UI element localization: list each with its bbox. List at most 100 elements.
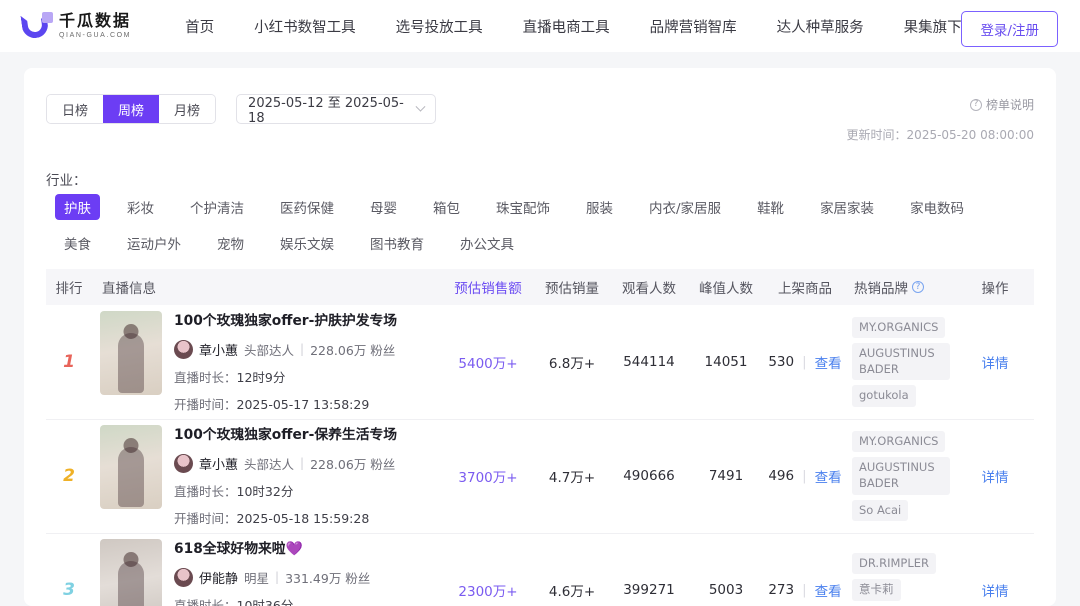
cell-action: 详情 <box>956 533 1034 606</box>
live-thumbnail[interactable] <box>100 539 162 606</box>
industry-item-jewelry[interactable]: 珠宝配饰 <box>496 201 550 217</box>
industry-item-shoes[interactable]: 鞋靴 <box>757 201 785 217</box>
industry-item-food[interactable]: 美食 <box>64 237 91 253</box>
nav-item-brand-marketing[interactable]: 品牌营销智库 <box>649 19 737 36</box>
live-duration: 直播时长：10时36分 <box>174 595 370 606</box>
column-header-est-sales[interactable]: 预估销售额 <box>442 269 534 305</box>
industry-item-underwear[interactable]: 内衣/家居服 <box>649 201 722 217</box>
cell-est-sales: 2300万+ <box>458 584 518 600</box>
update-time: 更新时间：2025-05-20 08:00:00 <box>847 126 1034 143</box>
ranking-meta: ? 榜单说明 更新时间：2025-05-20 08:00:00 <box>847 94 1034 143</box>
cell-peak: 14051 <box>704 353 748 370</box>
live-title[interactable]: 618全球好物来啦💜 <box>174 541 303 558</box>
nav-item-selection-tools[interactable]: 选号投放工具 <box>395 19 483 36</box>
brand-tag[interactable]: AUGUSTINUS BADER <box>852 343 950 381</box>
qiangua-logo-icon <box>20 11 53 41</box>
cell-viewers: 399271 <box>623 582 675 598</box>
nav-item-home[interactable]: 首页 <box>185 19 215 36</box>
login-register-button[interactable]: 登录/注册 <box>961 11 1058 47</box>
live-duration-value: 12时9分 <box>236 369 286 385</box>
cell-viewers: 490666 <box>623 468 675 484</box>
brand-tag[interactable]: MY.ORGANICS <box>852 316 946 339</box>
nav-item-guoji-group[interactable]: 果集旗下 <box>884 16 994 37</box>
industry-item-health[interactable]: 医药保健 <box>280 201 334 217</box>
question-circle-icon[interactable]: ? <box>912 281 924 293</box>
live-start-time: 开播时间：2025-05-17 13:58:29 <box>174 394 397 413</box>
industry-item-entertainment[interactable]: 娱乐文娱 <box>280 237 334 253</box>
industry-item-pets[interactable]: 宠物 <box>217 237 244 253</box>
nav-item-xiaohongshu-tools[interactable]: 小红书数智工具 <box>254 19 356 36</box>
filter-toolbar: 日榜 周榜 月榜 2025-05-12 至 2025-05-18 ? 榜单说明 … <box>46 94 1034 143</box>
cell-goods: 530 | 查看 <box>764 305 846 419</box>
brand-tag[interactable]: gotukola <box>852 385 916 407</box>
nav-item-live-ecommerce-tools[interactable]: 直播电商工具 <box>522 19 610 36</box>
industry-item-maternal[interactable]: 母婴 <box>370 201 397 217</box>
view-goods-link[interactable]: 查看 <box>814 355 842 372</box>
tab-daily[interactable]: 日榜 <box>47 95 104 123</box>
cell-goods: 496 | 查看 <box>764 419 846 533</box>
live-duration-label: 直播时长： <box>174 369 237 385</box>
author-line: 章小蕙 头部达人 | 228.06万 粉丝 <box>174 453 397 473</box>
brand-tag[interactable]: 意卡莉 <box>852 579 901 601</box>
live-start-label: 开播时间： <box>174 510 237 526</box>
cell-rank: 2 <box>46 419 92 533</box>
column-header-live-info: 直播信息 <box>92 269 442 305</box>
ranking-explain-label: 榜单说明 <box>985 98 1034 112</box>
column-header-hot-brands-label: 热销品牌 <box>854 281 908 297</box>
tab-weekly[interactable]: 周榜 <box>103 95 160 123</box>
rank-badge: 3 <box>63 580 75 600</box>
brand-tag[interactable]: DR.RIMPLER <box>852 552 936 575</box>
period-tab-group: 日榜 周榜 月榜 <box>46 94 217 124</box>
live-thumbnail[interactable] <box>100 425 162 510</box>
logo-text-en: QIAN-GUA.COM <box>59 32 132 39</box>
date-range-picker[interactable]: 2025-05-12 至 2025-05-18 <box>236 94 437 126</box>
column-header-listed-goods[interactable]: 上架商品 <box>764 269 846 305</box>
brand-tag[interactable]: MY.ORGANICS <box>852 430 946 453</box>
industry-item-personal-care[interactable]: 个护清洁 <box>190 201 244 217</box>
table-row: 1 100个玫瑰独家offer-护肤护发专场 章小蕙 头部达人 <box>46 305 1034 419</box>
industry-item-apparel[interactable]: 服装 <box>586 201 613 217</box>
column-header-viewers[interactable]: 观看人数 <box>610 269 688 305</box>
cell-est-sales: 3700万+ <box>458 470 518 486</box>
detail-link[interactable]: 详情 <box>981 470 1009 486</box>
cell-peak: 7491 <box>708 468 744 484</box>
tab-monthly[interactable]: 月榜 <box>159 95 216 123</box>
table-header-row: 排行 直播信息 预估销售额 预估销量 观看人数 峰值人数 上架商品 热销品牌 ?… <box>46 269 1034 305</box>
column-header-hot-brands: 热销品牌 ? <box>846 269 956 305</box>
column-header-action: 操作 <box>956 269 1034 305</box>
view-goods-link[interactable]: 查看 <box>814 470 842 486</box>
view-goods-link[interactable]: 查看 <box>814 584 842 600</box>
live-duration-label: 直播时长： <box>174 483 237 499</box>
industry-item-sports[interactable]: 运动户外 <box>127 237 181 253</box>
update-time-value: 2025-05-20 08:00:00 <box>906 128 1034 142</box>
author-name[interactable]: 章小蕙 <box>199 457 239 473</box>
live-thumbnail[interactable] <box>100 310 162 395</box>
brand-tag[interactable]: So Acai <box>852 499 909 522</box>
separator: | <box>300 342 305 357</box>
column-header-est-volume[interactable]: 预估销量 <box>534 269 610 305</box>
industry-item-office-supplies[interactable]: 办公文具 <box>460 237 514 253</box>
brand-tag[interactable]: AUGUSTINUS BADER <box>852 457 950 495</box>
industry-item-bags[interactable]: 箱包 <box>433 201 460 217</box>
author-line: 伊能静 明星 | 331.49万 粉丝 <box>174 567 370 587</box>
ranking-explain-link[interactable]: ? 榜单说明 <box>847 96 1034 113</box>
industry-item-books-education[interactable]: 图书教育 <box>370 237 424 253</box>
author-fans: 228.06万 粉丝 <box>310 456 396 472</box>
industry-item-appliances[interactable]: 家电数码 <box>910 201 965 217</box>
industry-item-home-decor[interactable]: 家居家装 <box>820 201 875 217</box>
live-title[interactable]: 100个玫瑰独家offer-保养生活专场 <box>174 427 398 444</box>
industry-item-makeup[interactable]: 彩妆 <box>127 201 154 217</box>
detail-link[interactable]: 详情 <box>981 584 1009 600</box>
industry-item-skincare[interactable]: 护肤 <box>55 194 100 220</box>
detail-link[interactable]: 详情 <box>981 355 1009 372</box>
column-header-rank: 排行 <box>46 269 92 305</box>
column-header-peak-viewers[interactable]: 峰值人数 <box>688 269 764 305</box>
cell-rank: 1 <box>46 305 92 419</box>
site-logo[interactable]: 千瓜数据 QIAN-GUA.COM <box>20 11 132 41</box>
author-name[interactable]: 伊能静 <box>199 571 239 587</box>
ranking-table: 排行 直播信息 预估销售额 预估销量 观看人数 峰值人数 上架商品 热销品牌 ?… <box>46 269 1034 606</box>
separator: | <box>275 570 280 585</box>
live-title[interactable]: 100个玫瑰独家offer-护肤护发专场 <box>174 312 398 329</box>
author-name[interactable]: 章小蕙 <box>199 343 239 359</box>
nav-item-influencer-service[interactable]: 达人种草服务 <box>776 19 864 36</box>
